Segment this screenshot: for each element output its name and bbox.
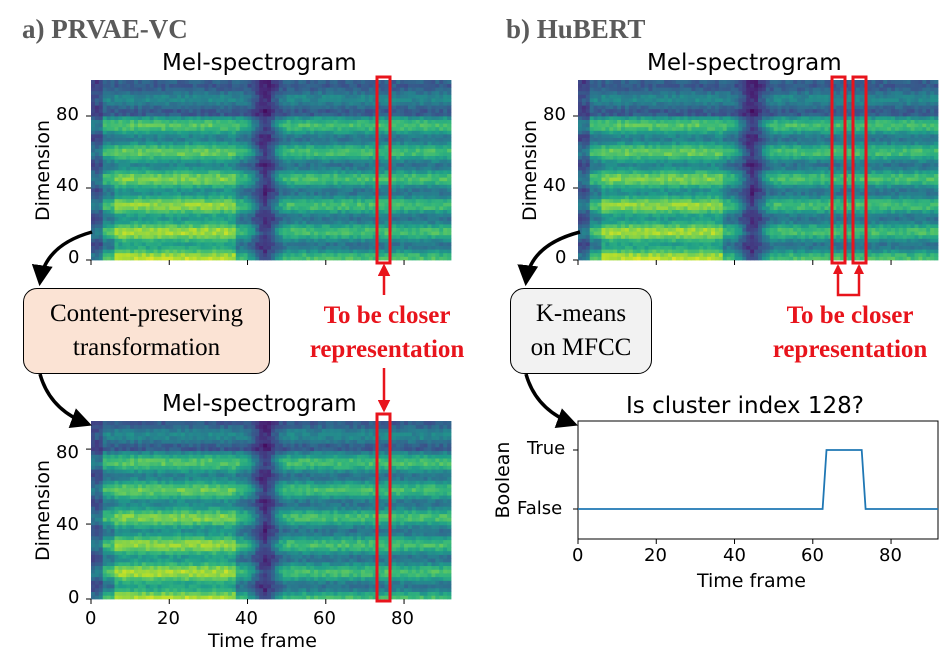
highlight-frame-a-bottom <box>375 412 392 603</box>
x-tick: 0 <box>572 545 584 566</box>
x-tick: 60 <box>313 608 336 629</box>
panel-b-title: b) HuBERT <box>506 14 646 44</box>
x-tick: 80 <box>879 545 902 566</box>
series-line <box>578 449 938 510</box>
highlight-frame-b-top-1 <box>830 75 847 265</box>
y-axis-label: Dimension <box>32 120 54 221</box>
y-axis-label: Dimension <box>32 460 54 561</box>
y-tick: 0 <box>555 247 567 268</box>
chart-a-top-title: Mel-spectrogram <box>162 50 357 76</box>
chart-b-top-title: Mel-spectrogram <box>647 50 842 76</box>
red-bracket-arrow <box>836 266 861 297</box>
note-a-line2: representation <box>309 335 465 363</box>
y-tick: False <box>517 498 563 519</box>
flow-arrow <box>517 230 581 287</box>
x-tick: 40 <box>723 545 746 566</box>
y-tick: 40 <box>56 514 79 535</box>
transform-box-line1: Content-preserving <box>49 300 243 328</box>
note-a-line1: To be closer <box>323 302 451 329</box>
heatmap-a-bottom <box>86 421 452 604</box>
panel-a-title: a) PRVAE-VC <box>22 14 188 44</box>
y-tick: 80 <box>56 104 79 125</box>
y-tick: 80 <box>56 442 79 463</box>
flow-arrow <box>38 373 92 429</box>
transform-box-line2: transformation <box>72 334 221 361</box>
y-tick: 0 <box>68 247 80 268</box>
x-tick: 20 <box>644 545 667 566</box>
line-chart-b <box>573 420 939 544</box>
x-tick: 80 <box>391 608 414 629</box>
y-axis-label: Dimension <box>519 120 541 221</box>
x-axis-label: Time frame <box>208 630 317 652</box>
flow-arrow <box>524 373 578 429</box>
x-tick: 60 <box>801 545 824 566</box>
y-tick: 40 <box>56 175 79 196</box>
flow-arrow <box>31 230 93 287</box>
y-axis-label: Boolean <box>492 441 514 519</box>
note-b-line1: To be closer <box>786 302 914 329</box>
x-tick: 20 <box>157 608 180 629</box>
kmeans-box-line2: on MFCC <box>530 334 632 361</box>
y-tick: 0 <box>68 587 80 608</box>
x-axis-label: Time frame <box>697 570 806 592</box>
chart-b-bottom-title: Is cluster index 128? <box>626 393 864 419</box>
kmeans-box-line1: K-means <box>535 300 627 328</box>
heatmap-a-top <box>86 80 452 265</box>
y-tick: True <box>527 438 566 459</box>
y-tick: 40 <box>543 175 566 196</box>
heatmap-b-top <box>573 80 939 265</box>
chart-a-bottom-title: Mel-spectrogram <box>162 391 357 417</box>
note-b-line2: representation <box>772 335 928 363</box>
x-tick: 0 <box>85 608 97 629</box>
y-tick: 80 <box>543 104 566 125</box>
highlight-frame-b-top-2 <box>851 75 868 265</box>
highlight-frame-a-top <box>375 75 392 265</box>
kmeans-on-mfcc-box: K-means on MFCC <box>510 288 652 374</box>
closer-representation-note-b: To be closer representation <box>758 299 942 367</box>
x-tick: 40 <box>235 608 258 629</box>
closer-representation-note-a: To be closer representation <box>297 299 477 367</box>
content-preserving-transformation-box: Content-preserving transformation <box>23 288 270 374</box>
